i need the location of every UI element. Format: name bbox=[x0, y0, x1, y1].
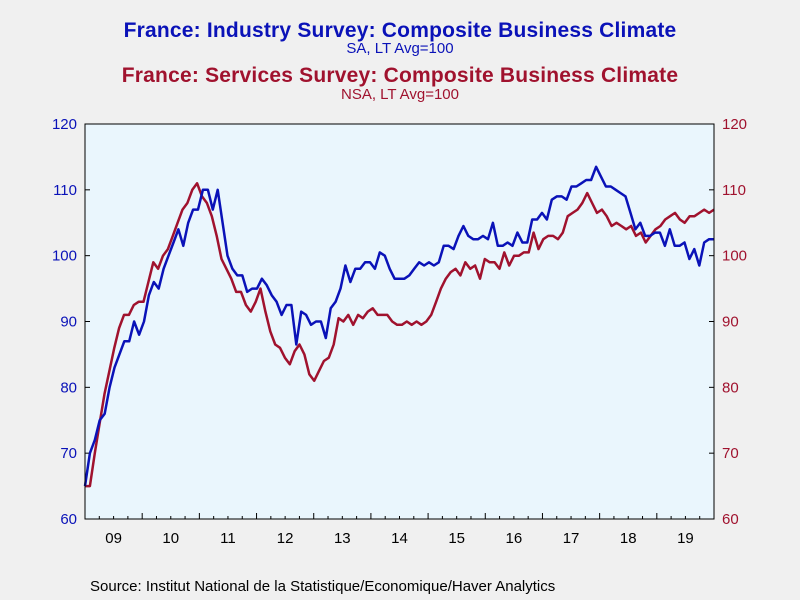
services-subtitle: NSA, LT Avg=100 bbox=[340, 86, 459, 103]
industry-subtitle: SA, LT Avg=100 bbox=[346, 40, 454, 57]
x-tick-label: 16 bbox=[506, 530, 523, 547]
x-tick-label: 10 bbox=[162, 530, 179, 547]
y-right-tick-label: 90 bbox=[722, 314, 739, 331]
x-tick-label: 15 bbox=[448, 530, 465, 547]
industry-series-line bbox=[83, 165, 714, 487]
x-tick-label: 19 bbox=[677, 530, 694, 547]
industry-title: France: Industry Survey: Composite Busin… bbox=[123, 19, 677, 42]
plot-area bbox=[85, 124, 714, 519]
y-right-tick-label: 70 bbox=[722, 445, 739, 462]
x-tick-label: 14 bbox=[391, 530, 408, 547]
y-right-tick-label: 110 bbox=[722, 182, 746, 199]
x-tick-label: 13 bbox=[334, 530, 351, 547]
y-left-tick-label: 80 bbox=[60, 379, 77, 396]
y-left-tick-label: 90 bbox=[60, 314, 77, 331]
x-tick-label: 18 bbox=[620, 530, 637, 547]
y-right-tick-label: 80 bbox=[722, 379, 739, 396]
y-left-tick-label: 70 bbox=[60, 445, 77, 462]
services-title: France: Services Survey: Composite Busin… bbox=[121, 64, 679, 87]
y-right-tick-label: 100 bbox=[722, 248, 747, 265]
source-note: Source: Institut National de la Statisti… bbox=[90, 578, 556, 595]
y-left-tick-label: 100 bbox=[52, 248, 77, 265]
x-tick-label: 17 bbox=[563, 530, 580, 547]
services-series-line bbox=[85, 182, 715, 488]
x-tick-label: 11 bbox=[220, 530, 236, 547]
y-right-tick-label: 120 bbox=[722, 116, 747, 133]
y-left-tick-label: 60 bbox=[60, 511, 77, 528]
x-tick-label: 09 bbox=[105, 530, 122, 547]
x-tick-label: 12 bbox=[277, 530, 294, 547]
plot-frame bbox=[84, 123, 715, 520]
y-right-tick-label: 60 bbox=[722, 511, 739, 528]
y-left-tick-label: 120 bbox=[52, 116, 77, 133]
y-left-tick-label: 110 bbox=[53, 182, 77, 199]
